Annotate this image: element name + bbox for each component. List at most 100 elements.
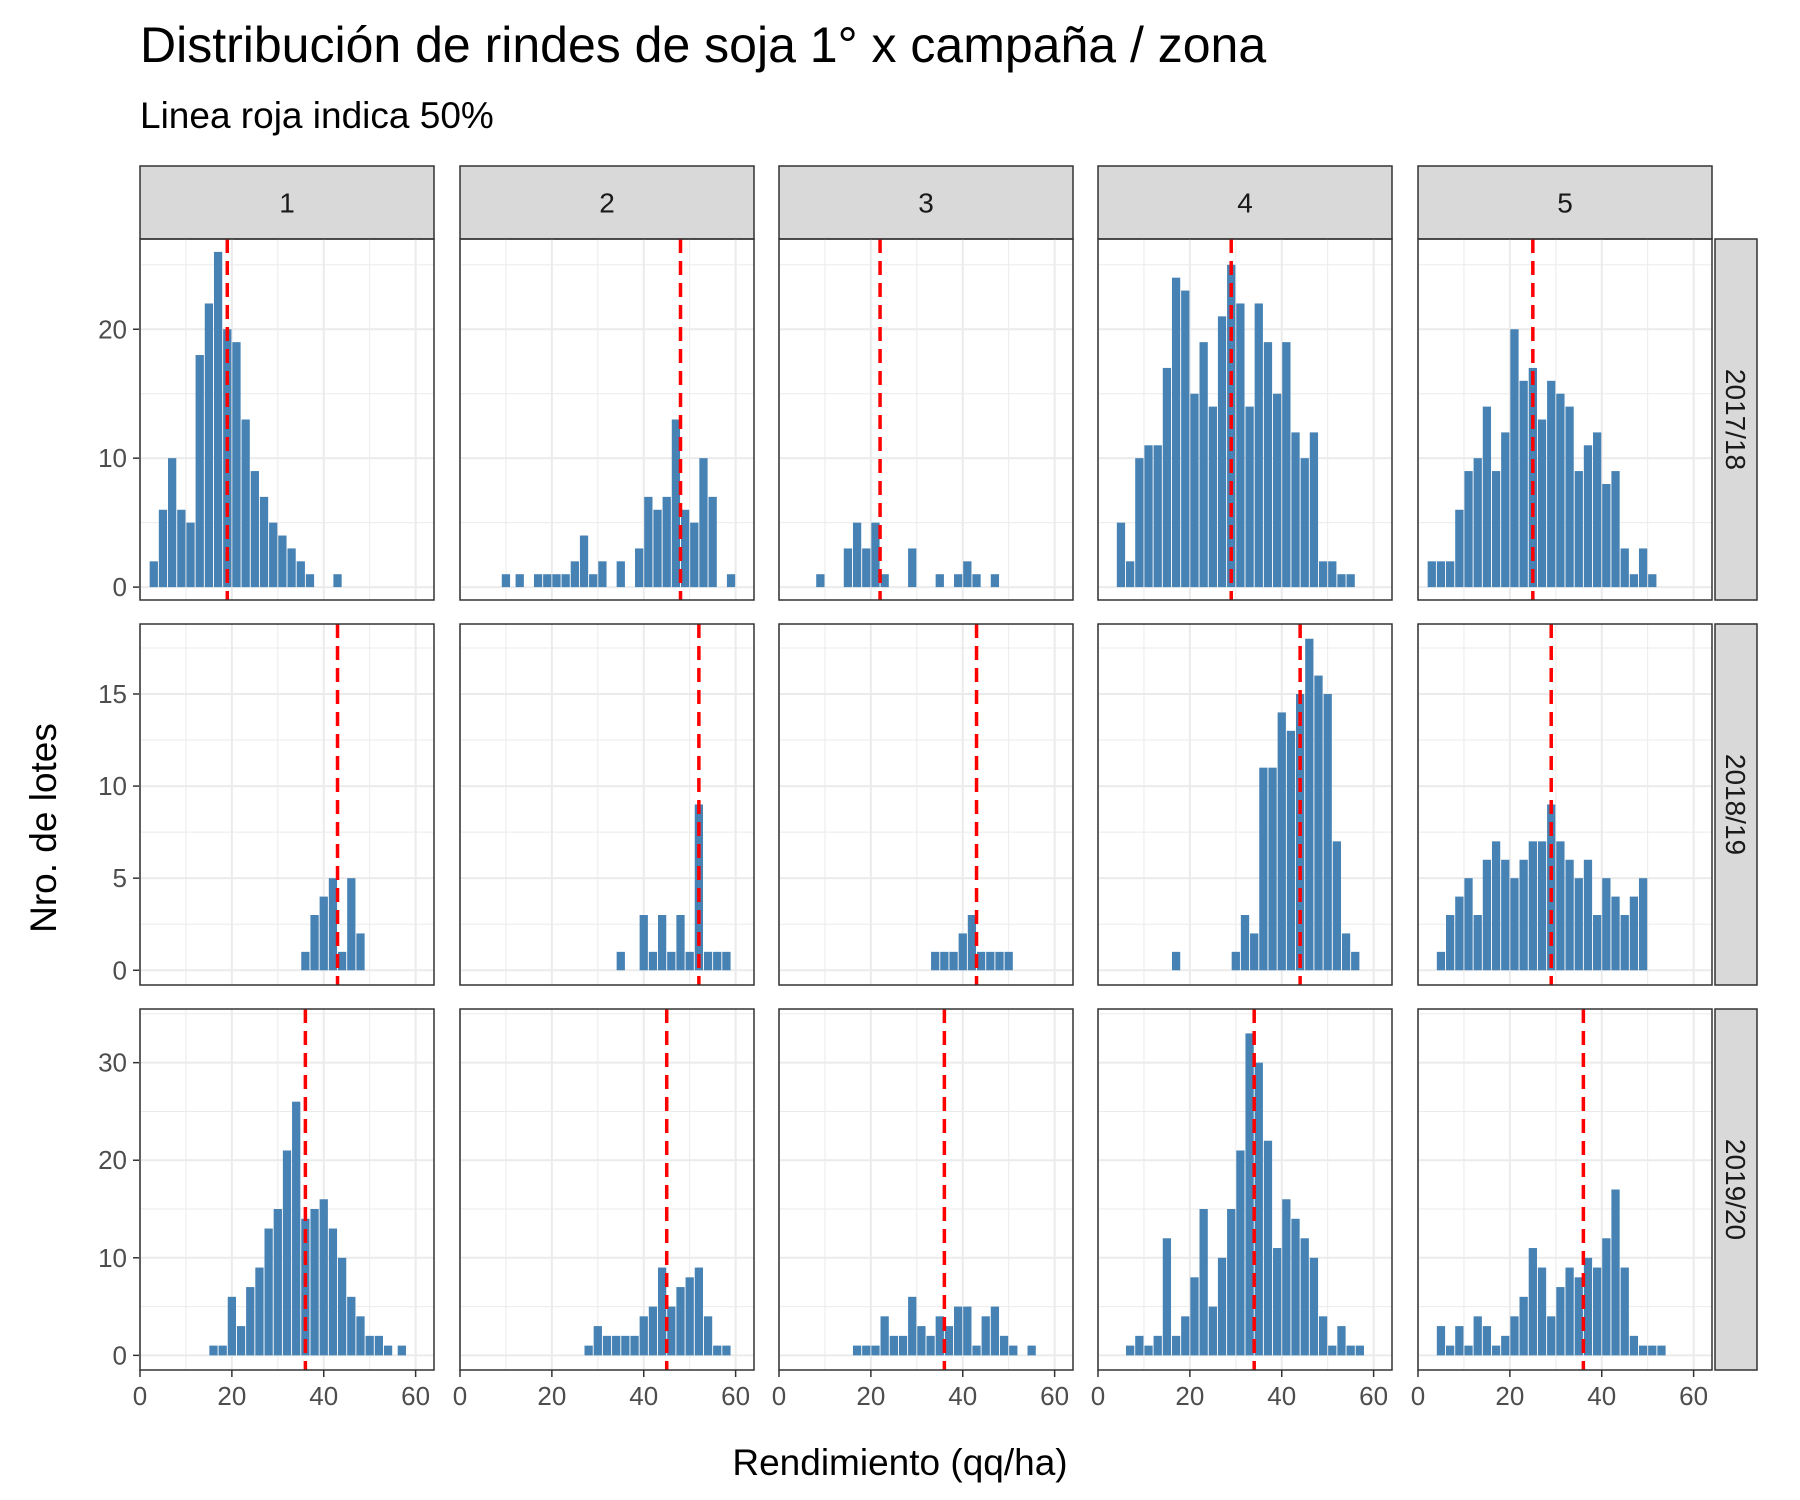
histogram-bar [1464, 471, 1473, 588]
histogram-bar [227, 1296, 237, 1356]
histogram-bar [209, 1345, 218, 1356]
histogram-bar [1620, 1267, 1629, 1356]
histogram-bar [1259, 767, 1268, 971]
histogram-bar [1190, 1277, 1199, 1356]
histogram-bar [986, 951, 995, 971]
histogram-bar [963, 1306, 972, 1356]
histogram-bar [301, 1218, 310, 1356]
histogram-bar [250, 471, 259, 588]
histogram-bar [1501, 859, 1510, 971]
panel-border [778, 1008, 1074, 1371]
histogram-bar [305, 574, 315, 588]
histogram-bar [612, 1335, 621, 1356]
panel-2018/19-zone-3 [778, 623, 1074, 986]
x-tick-label: 0 [1091, 1381, 1105, 1411]
histogram-bar [816, 574, 825, 588]
histogram-bar [1181, 1316, 1190, 1356]
histogram-bar [1171, 951, 1181, 971]
panel-2019/20-zone-1 [139, 1008, 435, 1371]
panel-grid: 1 2 3 4 5 2017/18 0 10 20 2018/19 0 5 10 15 2019/20 0 10… [98, 165, 1758, 1411]
histogram-bar [644, 496, 653, 588]
histogram-bar [186, 522, 195, 588]
histogram-bar [1245, 1033, 1254, 1356]
histogram-bar [690, 522, 699, 588]
histogram-bar [1510, 1316, 1519, 1356]
histogram-bar [616, 561, 625, 588]
histogram-bar [1547, 1316, 1556, 1356]
histogram-bar [1277, 712, 1286, 971]
histogram-bar [319, 1199, 328, 1356]
histogram-bar [1638, 548, 1648, 588]
histogram-bar [1547, 380, 1556, 588]
histogram-bar [1629, 896, 1639, 971]
histogram-bar [1446, 1345, 1455, 1356]
histogram-bar [365, 1335, 374, 1356]
column-strip-label: 2 [599, 188, 615, 219]
histogram-bar [694, 804, 704, 971]
row-strip-label: 2018/19 [1720, 754, 1751, 855]
histogram-bar [337, 1257, 347, 1356]
panel-2017/18-zone-3 [778, 238, 1074, 601]
histogram-bar [598, 561, 607, 588]
histogram-bar [1328, 561, 1337, 588]
histogram-bar [328, 1228, 338, 1356]
histogram-bar [1620, 915, 1629, 971]
histogram-bar [713, 951, 722, 971]
histogram-bar [1638, 878, 1648, 971]
histogram-bar [337, 951, 347, 971]
histogram-bar [310, 1209, 319, 1356]
histogram-bar [1648, 574, 1657, 588]
histogram-bar [259, 496, 269, 588]
histogram-bar [1436, 951, 1446, 971]
histogram-bar [1162, 367, 1172, 588]
histogram-bar [1565, 859, 1574, 971]
histogram-bar [694, 1267, 704, 1356]
x-tick-label: 20 [217, 1381, 246, 1411]
row-strip-2017/18 [1714, 238, 1758, 601]
histogram-bar [1027, 1345, 1036, 1356]
panel-border [778, 623, 1074, 986]
histogram-bar [1181, 290, 1190, 588]
histogram-bar [1455, 896, 1464, 971]
histogram-bar [1323, 693, 1332, 971]
histogram-bar [584, 1345, 593, 1356]
histogram-bar [954, 574, 963, 588]
x-tick-label: 60 [401, 1381, 430, 1411]
histogram-bar [1593, 915, 1602, 971]
histogram-bar [1199, 1209, 1208, 1356]
column-strip-3 [778, 165, 1074, 240]
histogram-bar [269, 522, 278, 588]
histogram-bar [1629, 1335, 1639, 1356]
histogram-bar [880, 574, 889, 588]
histogram-bar [1565, 1267, 1574, 1356]
histogram-bar [1510, 878, 1519, 971]
histogram-bar [533, 574, 543, 588]
panel-2018/19-zone-5 [1417, 623, 1713, 986]
histogram-bar [301, 951, 310, 971]
histogram-bar [1144, 1345, 1153, 1356]
histogram-bar [319, 896, 328, 971]
histogram-bar [1519, 859, 1528, 971]
panel-border [1417, 623, 1713, 986]
histogram-bar [862, 1345, 871, 1356]
histogram-bar [1446, 915, 1455, 971]
panel-border [139, 238, 435, 601]
histogram-bar [195, 355, 204, 588]
histogram-bar [990, 574, 1000, 588]
chart-subtitle: Linea roja indica 50% [140, 95, 494, 136]
histogram-bar [1519, 380, 1528, 588]
histogram-bar [1351, 951, 1360, 971]
histogram-bar [1648, 1345, 1657, 1356]
panel-border [459, 623, 755, 986]
histogram-bar [1355, 1345, 1364, 1356]
x-tick-label: 20 [537, 1381, 566, 1411]
histogram-bar [1332, 841, 1342, 971]
histogram-bar [1537, 841, 1547, 971]
histogram-bar [1519, 1296, 1528, 1356]
panel-2019/20-zone-3 [778, 1008, 1074, 1371]
column-strip-label: 3 [918, 188, 934, 219]
histogram-bar [1009, 1345, 1018, 1356]
row-strip-label: 2017/18 [1720, 369, 1751, 470]
panel-border [139, 1008, 435, 1371]
histogram-bar [926, 1335, 935, 1356]
